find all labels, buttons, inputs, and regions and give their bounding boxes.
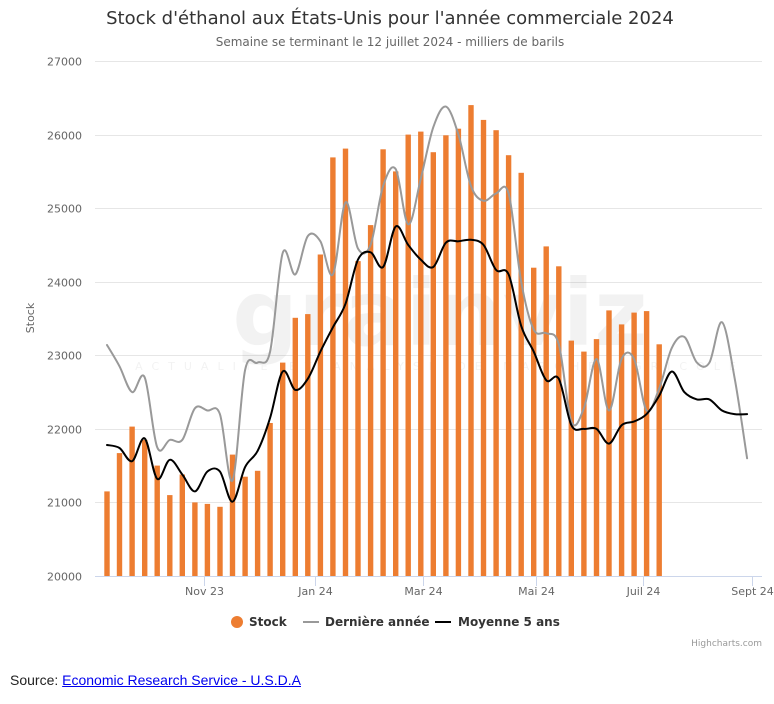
y-tick-label: 22000: [47, 424, 82, 437]
stock-bar[interactable]: [267, 423, 273, 576]
stock-bar[interactable]: [317, 254, 324, 577]
stock-bar[interactable]: [593, 339, 600, 576]
source-label: Source:: [10, 672, 63, 688]
y-tick-label: 27000: [47, 56, 82, 69]
legend-stock-marker-icon: [231, 616, 243, 628]
highcharts-credits-link[interactable]: Highcharts.com: [691, 639, 762, 649]
stock-bar[interactable]: [531, 267, 537, 576]
moyenne-5-ans-line[interactable]: [106, 225, 749, 503]
stock-bar[interactable]: [129, 426, 135, 576]
stock-bars: [104, 105, 662, 577]
legend-moyenne-label: Moyenne 5 ans: [458, 615, 560, 629]
stock-bar[interactable]: [468, 105, 474, 576]
x-tick-label: Mai 24: [518, 585, 555, 598]
stock-bar[interactable]: [342, 148, 349, 576]
stock-bar[interactable]: [631, 312, 637, 576]
stock-bar[interactable]: [430, 152, 436, 576]
stock-bar[interactable]: [618, 324, 625, 576]
stock-bar[interactable]: [292, 317, 298, 576]
y-tick-label: 20000: [47, 571, 82, 584]
stock-bar[interactable]: [380, 149, 386, 577]
stock-bar[interactable]: [167, 495, 173, 576]
y-axis-ticks: 20000 21000 22000 23000 24000 25000 26000 27000: [47, 56, 82, 584]
x-axis-ticks: Nov 23 Jan 24 Mar 24 Mai 24 Juil 24 Sept 24: [185, 576, 774, 598]
stock-bar[interactable]: [116, 453, 123, 576]
stock-bar[interactable]: [142, 439, 148, 576]
stock-bar[interactable]: [656, 344, 662, 577]
ethanol-stock-chart: Stock d'éthanol aux États-Unis pour l'an…: [24, 7, 774, 649]
source-link[interactable]: Economic Research Service - U.S.D.A: [62, 672, 301, 688]
legend-item-moyenne-5-ans[interactable]: Moyenne 5 ans: [435, 615, 560, 629]
stock-bar[interactable]: [543, 246, 549, 576]
stock-bar[interactable]: [393, 171, 399, 576]
legend-item-derniere-annee[interactable]: Dernière année: [303, 615, 430, 629]
y-tick-label: 24000: [47, 277, 82, 290]
stock-bar[interactable]: [518, 172, 524, 577]
stock-bar[interactable]: [192, 502, 198, 576]
stock-bar[interactable]: [305, 314, 311, 576]
stock-bar[interactable]: [330, 157, 336, 576]
legend-item-stock[interactable]: Stock: [231, 615, 288, 629]
x-tick-label: Jan 24: [297, 585, 332, 598]
y-tick-label: 25000: [47, 203, 82, 216]
watermark-logo: grainviz: [232, 260, 647, 367]
stock-bar[interactable]: [154, 465, 160, 576]
stock-bar[interactable]: [179, 474, 185, 577]
x-tick-label: Sept 24: [731, 585, 774, 598]
stock-bar[interactable]: [254, 470, 261, 576]
stock-bar[interactable]: [493, 130, 499, 576]
stock-bar[interactable]: [505, 155, 512, 576]
stock-bar[interactable]: [204, 503, 211, 576]
stock-bar[interactable]: [242, 476, 248, 576]
x-tick-label: Juil 24: [626, 585, 661, 598]
watermark-tagline: ACTUALITÉ ET ANALYSE DE MARCHÉ AGRICOLE: [135, 360, 745, 373]
legend-derniere-annee-label: Dernière année: [325, 615, 430, 629]
source-line: Source: Economic Research Service - U.S.…: [10, 672, 301, 688]
stock-bar[interactable]: [367, 225, 374, 576]
chart-title: Stock d'éthanol aux États-Unis pour l'an…: [106, 7, 674, 29]
stock-bar[interactable]: [104, 491, 110, 576]
y-tick-label: 23000: [47, 350, 82, 363]
chart-subtitle: Semaine se terminant le 12 juillet 2024 …: [216, 35, 565, 49]
grid-lines: [95, 61, 762, 503]
legend: Stock Dernière année Moyenne 5 ans: [231, 615, 560, 629]
y-axis-title: Stock: [24, 302, 37, 333]
x-tick-label: Nov 23: [185, 585, 224, 598]
stock-bar[interactable]: [455, 128, 462, 576]
watermark: grainviz ACTUALITÉ ET ANALYSE DE MARCHÉ …: [135, 260, 745, 373]
derniere-annee-line[interactable]: [106, 105, 749, 482]
stock-bar[interactable]: [556, 266, 562, 576]
stock-bar[interactable]: [480, 119, 487, 577]
legend-stock-label: Stock: [249, 615, 288, 629]
stock-bar[interactable]: [418, 131, 424, 576]
stock-bar[interactable]: [643, 311, 650, 576]
x-tick-label: Mar 24: [404, 585, 442, 598]
stock-bar[interactable]: [217, 506, 223, 576]
stock-bar[interactable]: [405, 134, 411, 576]
stock-bar[interactable]: [568, 340, 574, 576]
y-tick-label: 26000: [47, 130, 82, 143]
stock-bar[interactable]: [443, 135, 449, 577]
stock-bar[interactable]: [581, 351, 587, 576]
stock-bar[interactable]: [229, 454, 236, 576]
series-lines: [106, 105, 749, 503]
stock-bar[interactable]: [280, 362, 286, 576]
stock-bar[interactable]: [355, 261, 361, 576]
y-tick-label: 21000: [47, 497, 82, 510]
